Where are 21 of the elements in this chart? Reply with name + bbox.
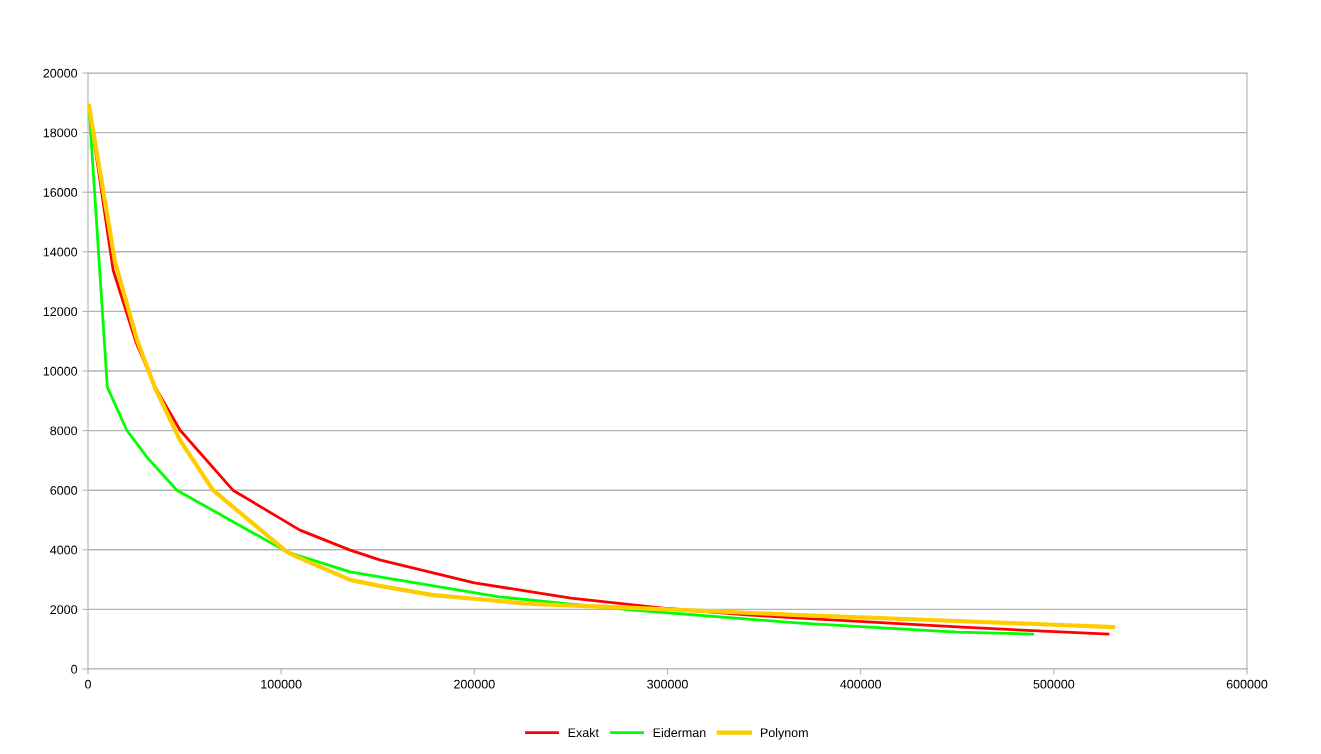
y-tick-label: 14000 [43, 247, 78, 257]
y-tick-label: 16000 [43, 188, 78, 197]
y-tick-label: 0 [71, 664, 78, 674]
legend-label: Exakt [568, 727, 599, 738]
legend-label: Eiderman [653, 727, 706, 738]
x-tick-label: 600000 [1226, 679, 1268, 689]
y-tick-label: 12000 [43, 307, 78, 317]
y-tick-label: 18000 [43, 128, 78, 138]
y-tick-label: 2000 [50, 605, 78, 615]
y-tick-label: 20000 [43, 68, 78, 78]
x-tick-label: 400000 [840, 679, 882, 689]
y-tick-label: 8000 [50, 426, 78, 436]
y-tick-label: 10000 [43, 366, 78, 376]
legend-label: Polynom [760, 727, 808, 740]
x-tick-label: 500000 [1033, 679, 1075, 689]
x-tick-label: 200000 [454, 679, 495, 689]
y-tick-label: 4000 [50, 545, 78, 555]
x-tick-label: 300000 [647, 679, 688, 689]
x-tick-label: 0 [85, 679, 91, 689]
y-tick-label: 6000 [50, 486, 78, 495]
x-tick-label: 100000 [261, 679, 302, 689]
